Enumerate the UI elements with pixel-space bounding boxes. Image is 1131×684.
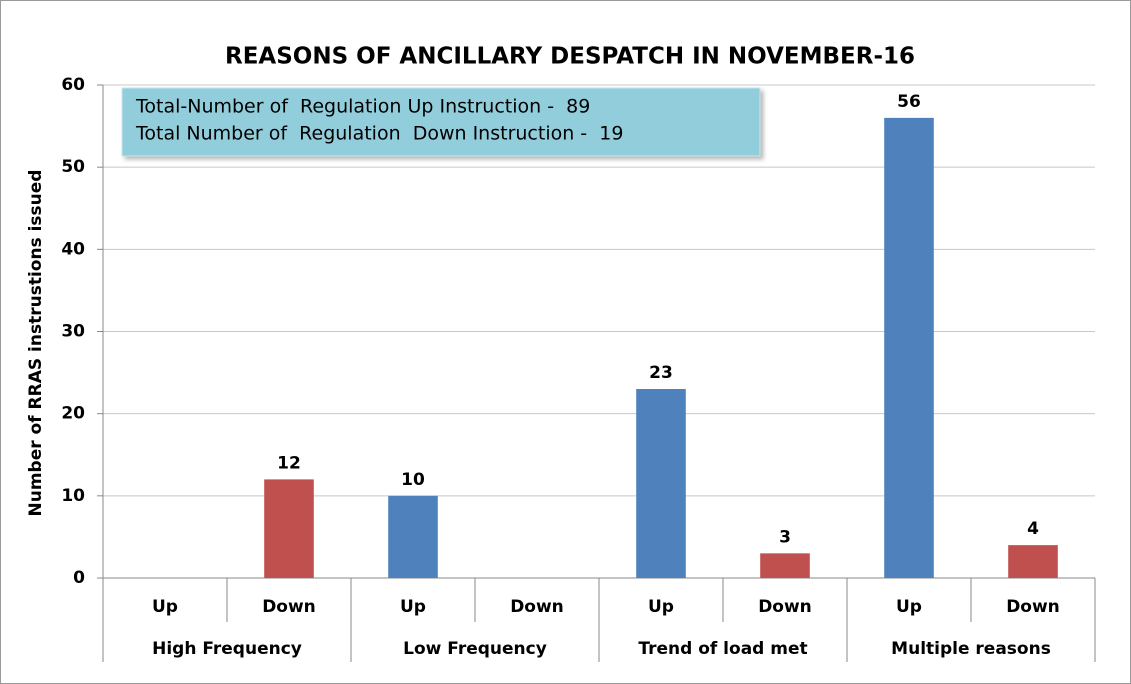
x-tick-label: Up — [152, 597, 178, 617]
y-tick-label: 30 — [61, 322, 85, 342]
x-tick-label: Down — [1006, 597, 1060, 617]
x-tick-label: Up — [400, 597, 426, 617]
bar — [1008, 545, 1058, 578]
y-tick-label: 50 — [61, 157, 85, 177]
bar — [388, 495, 438, 578]
bar — [760, 553, 810, 578]
annotation: Total Number of Regulation Down Instruct… — [135, 123, 623, 145]
data-label: 10 — [401, 470, 425, 490]
group-label: Trend of load met — [638, 639, 807, 659]
x-tick-label: Down — [262, 597, 316, 617]
group-label: Multiple reasons — [891, 639, 1051, 659]
bar — [636, 389, 686, 578]
data-label: 56 — [897, 92, 921, 112]
y-tick-label: 60 — [61, 75, 85, 95]
data-label: 4 — [1027, 519, 1039, 539]
y-tick-label: 20 — [61, 404, 85, 424]
data-label: 3 — [779, 527, 791, 547]
y-tick-label: 0 — [73, 568, 85, 588]
group-label: Low Frequency — [403, 639, 547, 659]
annotation-box — [121, 87, 761, 157]
data-label: 12 — [277, 453, 301, 473]
data-label: 23 — [649, 363, 673, 383]
group-label: High Frequency — [152, 639, 302, 659]
bar — [884, 117, 934, 578]
bar — [264, 479, 314, 578]
x-tick-label: Down — [758, 597, 812, 617]
x-tick-label: Down — [510, 597, 564, 617]
y-tick-label: 40 — [61, 239, 85, 259]
x-tick-label: Up — [896, 597, 922, 617]
annotation: Total-Number of Regulation Up Instructio… — [135, 96, 590, 118]
x-tick-label: Up — [648, 597, 674, 617]
y-tick-label: 10 — [61, 486, 85, 506]
y-axis-label: Number of RRAS instrustions issued — [26, 170, 46, 517]
chart-title: REASONS OF ANCILLARY DESPATCH IN NOVEMBE… — [225, 44, 915, 70]
